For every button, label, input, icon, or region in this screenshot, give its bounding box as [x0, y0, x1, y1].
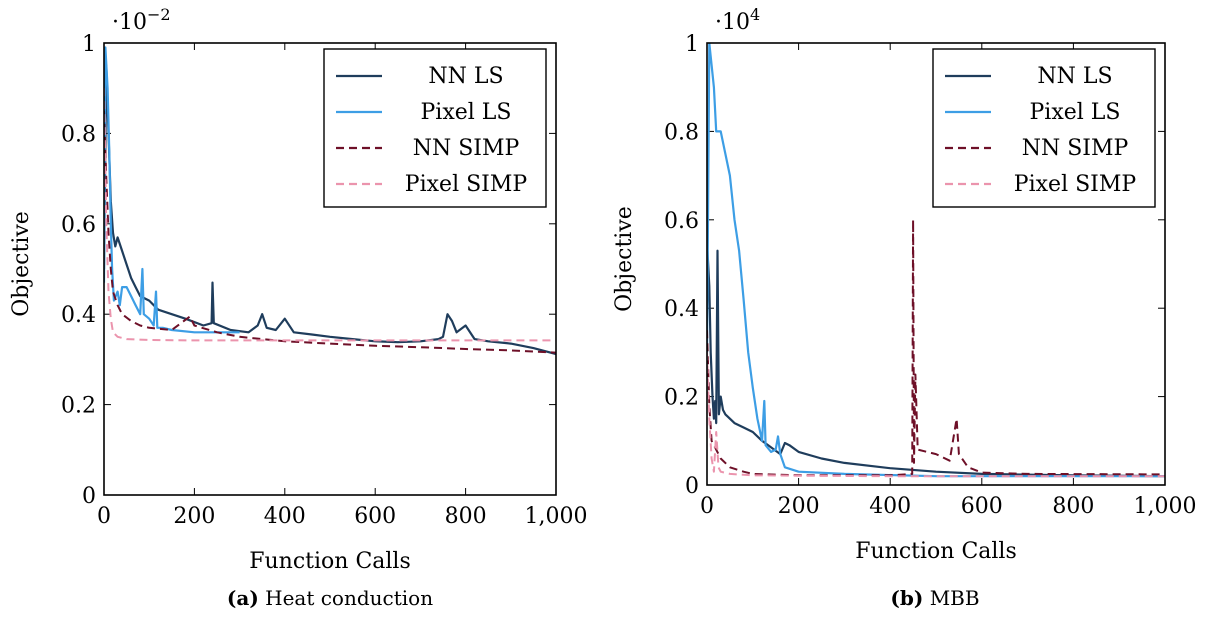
chart-a-x-tick-label: 800: [445, 504, 487, 529]
chart-b-y-tick-label: 0.2: [664, 386, 699, 411]
chart-b-series-group: [707, 43, 1165, 478]
chart-a-series-group: [104, 46, 556, 356]
chart-a-legend-label: NN SIMP: [413, 136, 520, 161]
chart-a-series-pixel-simp: [104, 88, 556, 342]
chart-a-y-tick-label: 0.4: [61, 303, 96, 328]
chart-b-legend-label: Pixel SIMP: [1014, 172, 1137, 197]
chart-b-series-nn-simp: [707, 218, 1165, 477]
chart-a-legend: NN LS Pixel LS NN SIMP Pixel SIMP: [323, 48, 547, 208]
chart-a-caption-text: Heat conduction: [259, 586, 433, 610]
chart-b-x-tick-label: 200: [778, 494, 820, 519]
chart-b-y-tick-label: 0: [685, 474, 699, 499]
chart-a-x-tick-label: 600: [354, 504, 396, 529]
chart-b-y-tick-label: 0.6: [664, 209, 699, 234]
chart-a-legend-label: NN LS: [428, 64, 503, 89]
chart-b-x-tick-label: 0: [700, 494, 714, 519]
chart-a-series-nn-ls: [104, 64, 556, 356]
chart-a-x-tick-label: 0: [97, 504, 111, 529]
chart-a-x-axis-title: Function Calls: [249, 549, 411, 574]
chart-a-x-tick-label: 1,000: [525, 504, 588, 529]
chart-b-x-tick-label: 1,000: [1134, 494, 1197, 519]
chart-b-legend: NN LS Pixel LS NN SIMP Pixel SIMP: [932, 48, 1156, 208]
chart-b-y-tick-label: 0.4: [664, 297, 699, 322]
chart-b-x-tick-label: 600: [961, 494, 1003, 519]
chart-b-y-tick-label: 1: [685, 32, 699, 57]
chart-b-series-pixel-simp: [707, 352, 1165, 478]
chart-a-legend-label: Pixel LS: [421, 100, 512, 125]
chart-b-legend-label: Pixel LS: [1030, 100, 1121, 125]
chart-b-legend-label: NN SIMP: [1022, 136, 1129, 161]
chart-a-y-tick-label: 0: [82, 484, 96, 509]
chart-b-axis-multiplier: ·104: [715, 5, 760, 35]
chart-b-x-tick-label: 800: [1052, 494, 1094, 519]
chart-a-multiplier-exp: −2: [147, 5, 171, 24]
chart-b-y-tick-label: 0.8: [664, 120, 699, 145]
chart-b-frame: [706, 42, 1166, 486]
chart-a-y-tick-label: 0.2: [61, 394, 96, 419]
chart-a-series-pixel-ls: [104, 46, 240, 334]
chart-a-x-tick-label: 400: [264, 504, 306, 529]
chart-b-caption: (b) MBB: [890, 586, 979, 610]
chart-b-multiplier-base: ·10: [715, 10, 750, 35]
chart-b-series-pixel-ls: [707, 43, 1165, 478]
panel-a: 0 200 400 600 800 1,000 0 0.2 0.4 0.6 0.8 1 ·10−2 Fun…: [9, 5, 587, 610]
chart-a-caption-tag: (a): [227, 586, 259, 610]
chart-a-frame: [103, 42, 557, 496]
chart-b-y-axis-title: Objective: [612, 206, 637, 312]
chart-a-caption: (a) Heat conduction: [227, 586, 433, 610]
chart-a-legend-label: Pixel SIMP: [405, 172, 528, 197]
chart-a-y-tick-label: 0.6: [61, 213, 96, 238]
chart-b-x-axis-title: Function Calls: [855, 539, 1017, 564]
chart-a-y-tick-label: 0.8: [61, 122, 96, 147]
chart-b-series-nn-ls: [707, 241, 1165, 478]
panel-b: 0 200 400 600 800 1,000 0 0.2 0.4 0.6 0.8 1 ·104 Func…: [612, 5, 1196, 610]
chart-b-caption-text: MBB: [923, 586, 979, 610]
chart-b-x-tick-label: 400: [869, 494, 911, 519]
chart-b-legend-label: NN LS: [1037, 64, 1112, 89]
chart-a-series-nn-simp: [104, 110, 556, 354]
chart-a-y-tick-label: 1: [82, 32, 96, 57]
chart-b-caption-tag: (b): [890, 586, 923, 610]
chart-a-multiplier-base: ·10: [112, 10, 147, 35]
chart-a-y-axis-title: Objective: [9, 211, 34, 317]
chart-a-axis-multiplier: ·10−2: [112, 5, 171, 35]
chart-b-multiplier-exp: 4: [750, 5, 760, 24]
chart-a-x-tick-label: 200: [173, 504, 215, 529]
